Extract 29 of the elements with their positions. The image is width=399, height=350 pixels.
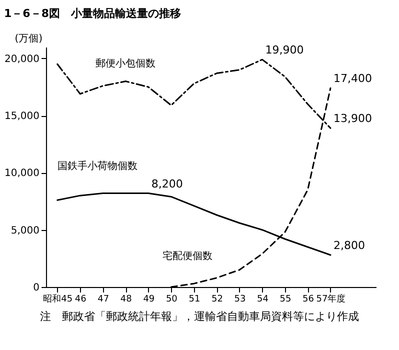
x-tick-label: 55 [280, 294, 292, 304]
x-tick-label: 54 [256, 294, 269, 304]
series-label: 郵便小包個数 [96, 57, 156, 70]
data-label: 2,800 [333, 239, 365, 252]
text: 国鉄手小荷物個数 [57, 160, 138, 172]
x-tick-label: 48 [120, 294, 132, 304]
y-tick-label: 20,000 [4, 54, 40, 65]
x-tick-label: 56 [302, 294, 314, 304]
y-tick-label: 15,000 [4, 111, 40, 122]
data-label: 17,400 [333, 72, 372, 86]
x-tick-label: 50 [166, 294, 178, 304]
y-axis-title: (万個) [14, 34, 43, 44]
y-tick-label: 10,000 [4, 168, 40, 180]
data-label: 8,200 [151, 177, 183, 190]
x-tick-label: 昭和45 [43, 294, 73, 304]
x-tick-label: 53 [234, 294, 246, 304]
x-tick-label: 52 [211, 294, 223, 304]
text: 注 郵政省「郵政統計年報」，運輸省自動車局資料等により作成 [40, 309, 360, 324]
x-tick-label: 51 [188, 294, 200, 304]
x-tick-label: 46 [74, 294, 87, 304]
chart-title: 1－6－8図 小量物品輸送量の推移 [4, 7, 181, 20]
data-label: 13,900 [333, 112, 372, 126]
data-label: 19,900 [265, 44, 304, 57]
x-tick-label: 49 [143, 294, 155, 304]
x-tick-label: 57年度 [316, 294, 346, 304]
y-tick-label: 0 [33, 282, 40, 294]
series-label: 宅配便個数 [162, 250, 213, 262]
x-tick-label: 47 [98, 294, 110, 304]
y-tick-label: 5,000 [10, 225, 40, 236]
